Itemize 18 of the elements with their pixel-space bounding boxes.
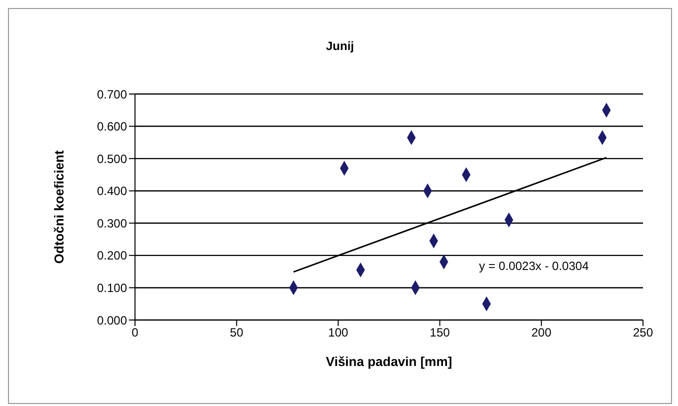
y-tick-label: 0.100: [96, 280, 128, 295]
x-tick-label: 0: [132, 326, 139, 340]
x-tick-label: 100: [328, 326, 349, 340]
x-tick-label: 50: [230, 326, 244, 340]
chart-title: Junij: [324, 39, 355, 53]
y-tick-label: 0.500: [96, 152, 128, 166]
y-tick-label: 0.200: [96, 248, 128, 263]
x-tick-label: 200: [531, 326, 552, 340]
x-tick-label: 150: [430, 326, 450, 340]
y-tick-label: 0.700: [96, 87, 128, 102]
y-tick-label: 0.300: [96, 216, 128, 230]
y-tick-label: 0.600: [96, 120, 128, 134]
x-tick-label: 250: [632, 326, 654, 340]
annotation: y = 0.0023x - 0.0304: [479, 259, 589, 273]
y-axis-title: Odtočni koeficient: [52, 150, 67, 264]
y-tick-label: 0.400: [96, 184, 128, 198]
y-tick-label: 0.000: [96, 313, 128, 328]
x-axis-title: Višina padavin [mm]: [326, 354, 452, 369]
